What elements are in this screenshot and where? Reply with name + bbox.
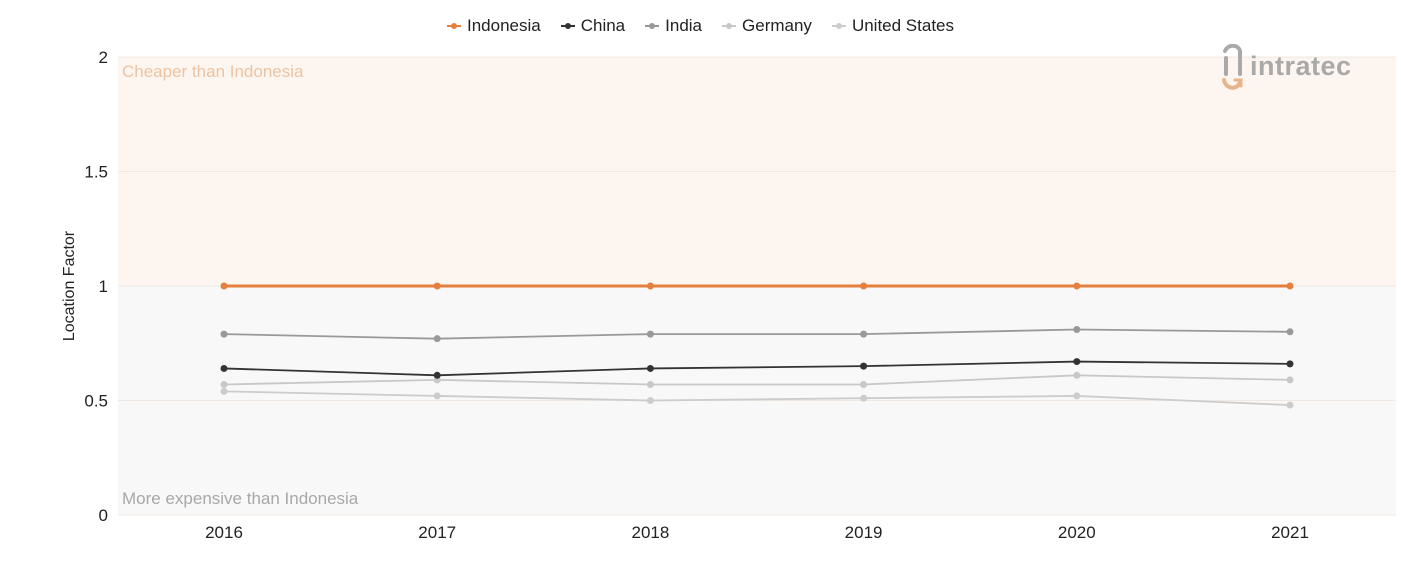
- intratec-logo-icon: [1222, 44, 1243, 90]
- chart-legend: Indonesia China India Germany United States: [0, 16, 1401, 36]
- point-indonesia-2020: [1073, 282, 1081, 290]
- legend-item-germany[interactable]: Germany: [722, 16, 812, 36]
- point-indonesia-2017: [433, 282, 441, 290]
- point-germany-2019: [860, 380, 868, 388]
- y-tick-label-3: 1.5: [84, 163, 108, 182]
- point-united-states-2019: [860, 394, 868, 402]
- legend-swatch-germany: [722, 21, 737, 31]
- point-indonesia-2016: [220, 282, 228, 290]
- point-china-2016: [220, 364, 228, 372]
- point-india-2018: [646, 330, 654, 338]
- point-united-states-2017: [433, 392, 441, 400]
- legend-swatch-indonesia: [446, 21, 461, 31]
- legend-item-china[interactable]: China: [560, 16, 626, 36]
- x-tick-label-1: 2017: [418, 523, 456, 542]
- series-line-china: [223, 360, 1291, 377]
- point-india-2017: [433, 335, 441, 343]
- point-china-2019: [860, 362, 868, 370]
- legend-label-indonesia: Indonesia: [466, 16, 541, 35]
- point-india-2019: [860, 330, 868, 338]
- series-line-united-states: [223, 390, 1291, 406]
- point-germany-2020: [1073, 371, 1081, 379]
- legend-swatch-china: [560, 21, 575, 31]
- legend-item-indonesia[interactable]: Indonesia: [446, 16, 541, 36]
- point-united-states-2018: [646, 397, 654, 404]
- y-tick-label-0: 0: [99, 506, 108, 525]
- point-china-2020: [1073, 358, 1081, 366]
- point-united-states-2016: [220, 387, 228, 395]
- intratec-logo-text: intratec: [1250, 50, 1352, 81]
- series-line-germany: [223, 374, 1291, 386]
- point-india-2016: [220, 330, 228, 338]
- point-indonesia-2019: [860, 282, 868, 290]
- point-germany-2018: [646, 380, 654, 388]
- series-line-india: [223, 328, 1291, 340]
- point-indonesia-2018: [646, 282, 654, 290]
- point-china-2021: [1286, 360, 1294, 368]
- point-india-2020: [1073, 326, 1081, 334]
- point-indonesia-2021: [1286, 282, 1294, 290]
- point-germany-2016: [220, 380, 228, 388]
- legend-item-united-states[interactable]: United States: [831, 16, 954, 36]
- intratec-logo: intratec: [1222, 44, 1352, 92]
- region-label-1: More expensive than Indonesia: [122, 489, 359, 508]
- point-germany-2021: [1286, 376, 1294, 384]
- region-label-0: Cheaper than Indonesia: [122, 62, 304, 81]
- x-tick-label-2: 2018: [631, 523, 669, 542]
- point-united-states-2021: [1286, 401, 1294, 409]
- point-india-2021: [1286, 328, 1294, 336]
- legend-label-china: China: [580, 16, 626, 35]
- point-china-2017: [433, 371, 441, 379]
- legend-label-germany: Germany: [742, 16, 812, 35]
- y-tick-label-2: 1: [99, 277, 108, 296]
- x-tick-label-4: 2020: [1058, 523, 1096, 542]
- legend-label-india: India: [665, 16, 703, 35]
- legend-item-india[interactable]: India: [645, 16, 702, 36]
- x-tick-label-3: 2019: [845, 523, 883, 542]
- x-tick-label-0: 2016: [205, 523, 243, 542]
- point-china-2018: [646, 364, 654, 372]
- y-axis-title: Location Factor: [61, 230, 78, 342]
- legend-label-united-states: United States: [851, 16, 954, 35]
- legend-swatch-india: [645, 21, 660, 31]
- point-united-states-2020: [1073, 392, 1081, 400]
- y-tick-label-4: 2: [99, 48, 108, 67]
- x-tick-label-5: 2021: [1271, 523, 1309, 542]
- legend-swatch-united-states: [831, 21, 846, 31]
- y-tick-label-1: 0.5: [84, 392, 108, 411]
